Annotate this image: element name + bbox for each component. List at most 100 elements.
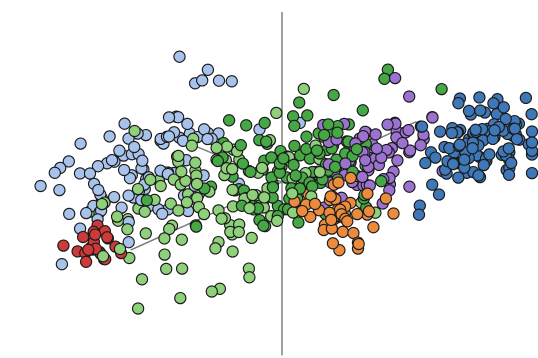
scatter-point-series-0: [74, 137, 87, 150]
scatter-point-series-5: [458, 153, 471, 166]
scatter-point-series-4: [391, 154, 404, 167]
scatter-point-series-6: [332, 176, 345, 189]
scatter-point-series-0: [117, 163, 131, 177]
scatter-point-series-3: [236, 157, 250, 170]
scatter-point-series-5: [488, 124, 501, 137]
scatter-point-series-5: [525, 136, 538, 149]
scatter-point-series-5: [525, 125, 538, 138]
scatter-point-series-5: [453, 138, 466, 151]
scatter-point-series-5: [487, 97, 500, 110]
scatter-point-series-0: [62, 155, 75, 168]
scatter-point-series-4: [403, 180, 416, 193]
scatter-point-series-3: [435, 82, 448, 96]
scatter-point-series-5: [469, 123, 482, 136]
scatter-point-series-0: [53, 183, 66, 197]
scatter-point-series-2: [172, 204, 185, 217]
scatter-point-series-3: [277, 152, 290, 165]
scatter-point-series-2: [270, 106, 283, 120]
scatter-point-series-5: [502, 168, 516, 181]
scatter-point-series-2: [172, 149, 185, 163]
scatter-point-series-3: [222, 114, 236, 127]
scatter-point-series-0: [123, 172, 137, 185]
scatter-point-series-5: [474, 104, 487, 117]
scatter-point-series-2: [121, 223, 134, 236]
scatter-point-series-3: [378, 72, 391, 85]
scatter-point-series-6: [308, 197, 322, 211]
scatter-point-series-3: [288, 119, 301, 133]
scatter-point-series-1: [76, 230, 90, 244]
scatter-point-series-0: [80, 206, 93, 220]
scatter-point-series-4: [381, 118, 394, 131]
scatter-point-series-2: [160, 262, 173, 276]
scatter-point-series-6: [387, 207, 400, 220]
scatter-point-series-5: [419, 156, 432, 170]
scatter-point-series-6: [344, 171, 357, 185]
scatter-point-series-2: [175, 233, 188, 246]
scatter-point-series-2: [246, 188, 259, 202]
scatter-point-series-6: [336, 225, 349, 238]
scatter-point-series-2: [226, 162, 239, 176]
scatter-point-series-3: [310, 144, 324, 157]
scatter-point-series-5: [499, 112, 512, 126]
scatter-point-series-0: [92, 183, 105, 197]
scatter-point-series-3: [260, 135, 273, 148]
scatter-point-series-2: [270, 214, 284, 227]
scatter-point-series-2: [210, 141, 223, 154]
scatter-point-series-2: [215, 212, 228, 225]
scatter-point-series-1: [101, 231, 114, 244]
scatter-point-series-2: [135, 273, 149, 286]
scatter-point-series-2: [138, 205, 151, 218]
scatter-point-series-5: [497, 101, 510, 114]
scatter-point-series-2: [209, 242, 222, 255]
scatter-point-series-0: [162, 111, 176, 124]
scatter-point-series-3: [301, 109, 314, 122]
scatter-point-series-0: [91, 160, 105, 173]
scatter-point-series-4: [426, 111, 439, 124]
scatter-point-series-2: [158, 248, 171, 261]
scatter-point-series-2: [258, 191, 271, 204]
scatter-point-series-3: [289, 169, 302, 182]
scatter-point-series-0: [122, 236, 135, 249]
scatter-point-series-2: [297, 82, 310, 96]
scatter-point-series-0: [212, 74, 226, 87]
scatter-point-series-2: [180, 196, 194, 209]
scatter-point-series-2: [131, 182, 145, 196]
scatter-point-series-2: [189, 156, 202, 169]
scatter-point-series-0: [181, 117, 194, 131]
scatter-point-series-5: [483, 148, 496, 161]
scatter-point-series-0: [103, 130, 116, 143]
scatter-point-series-2: [110, 210, 124, 223]
scatter-point-series-6: [367, 221, 380, 234]
scatter-point-series-3: [266, 181, 280, 194]
scatter-point-series-2: [164, 197, 177, 210]
scatter-point-series-6: [324, 190, 337, 203]
scatter-point-series-5: [429, 151, 442, 164]
scatter-point-series-3: [331, 126, 344, 139]
scatter-point-series-5: [472, 169, 485, 182]
scatter-point-series-2: [205, 285, 218, 298]
scatter-point-series-5: [525, 166, 538, 180]
scatter-point-series-2: [226, 245, 239, 258]
scatter-point-series-2: [243, 202, 256, 215]
points-group: [34, 50, 538, 315]
scatter-point-series-3: [375, 175, 388, 188]
scatter-point-series-4: [403, 144, 417, 157]
scatter-point-series-5: [446, 157, 460, 171]
scatter-point-series-0: [201, 63, 215, 76]
scatter-point-series-1: [79, 255, 93, 268]
scatter-point-series-2: [113, 242, 127, 256]
scatter-point-series-1: [88, 228, 102, 241]
scatter-point-series-3: [293, 96, 306, 109]
scatter-point-series-4: [414, 139, 427, 152]
scatter-point-series-2: [154, 179, 167, 193]
scatter-point-series-2: [95, 197, 109, 211]
scatter-point-series-4: [388, 71, 402, 85]
scatter-point-series-0: [113, 144, 126, 157]
scatter-point-series-2: [255, 161, 269, 175]
scatter-point-series-0: [173, 50, 186, 63]
scatter-point-series-3: [317, 128, 331, 142]
scatter-point-series-0: [156, 207, 169, 220]
scatter-point-series-0: [107, 190, 121, 204]
scatter-point-series-0: [63, 207, 76, 221]
